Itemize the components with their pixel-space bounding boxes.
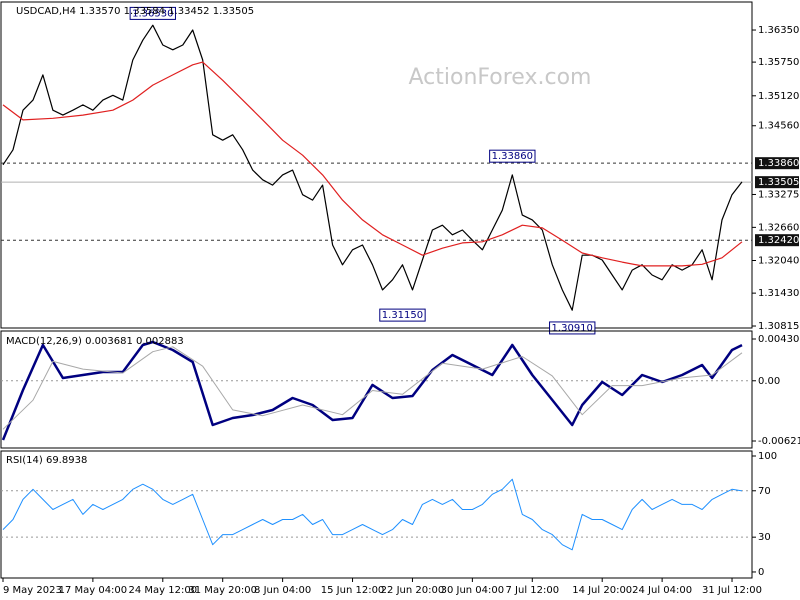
annotation-box [489, 149, 536, 163]
series-line [2, 346, 743, 430]
x-tick-label: 8 Jun 04:00 [254, 585, 311, 596]
y-tick-label: 0.004307 [758, 334, 800, 345]
x-tick-label: 17 May 04:00 [59, 585, 128, 596]
level-label: 1.32420 [758, 235, 799, 246]
x-tick-label: 30 Jun 04:00 [441, 585, 505, 596]
watermark: ActionForex.com [409, 65, 592, 90]
level-label: 1.33860 [758, 158, 799, 169]
y-tick-label: 1.36350 [758, 25, 799, 36]
annotation-label: 1.30910 [552, 323, 593, 334]
panel-frame [0, 450, 753, 579]
level-label-box [755, 234, 799, 247]
panel-title: MACD(12,26,9) 0.003681 0.002883 [6, 336, 184, 347]
y-tick-label: 70 [758, 486, 771, 497]
panel-title: RSI(14) 69.8938 [6, 455, 87, 466]
level-label-box [755, 176, 799, 189]
x-tick-label: 15 Jun 12:00 [321, 585, 385, 596]
y-tick-label: -0.00621 [758, 436, 800, 447]
level-label-box [755, 157, 799, 170]
y-tick-label: 1.32040 [758, 256, 799, 267]
annotation-label: 1.36530 [132, 8, 173, 19]
y-tick-label: 0 [758, 567, 764, 578]
y-tick-label: 1.30815 [758, 321, 799, 332]
x-tick-label: 14 Jul 20:00 [572, 585, 632, 596]
series-line [2, 478, 743, 551]
level-label: 1.33505 [758, 177, 799, 188]
series-line [2, 61, 743, 267]
annotation-box [379, 308, 426, 322]
annotation-label: 1.33860 [492, 151, 533, 162]
y-tick-label: 1.33275 [758, 189, 799, 200]
y-tick-label: 0.00 [758, 376, 780, 387]
panel-frame [0, 330, 753, 449]
annotation-label: 1.31150 [382, 310, 423, 321]
annotation-box [129, 6, 176, 20]
y-tick-label: 100 [758, 451, 777, 462]
y-tick-label: 1.31430 [758, 288, 799, 299]
y-tick-label: 30 [758, 532, 771, 543]
x-tick-label: 22 Jun 20:00 [381, 585, 445, 596]
y-tick-label: 1.34560 [758, 121, 799, 132]
x-tick-label: 9 May 2023 [3, 585, 62, 596]
y-tick-label: 1.32660 [758, 222, 799, 233]
y-tick-label: 1.35120 [758, 91, 799, 102]
x-tick-label: 31 May 20:00 [188, 585, 257, 596]
x-tick-label: 31 Jul 12:00 [702, 585, 762, 596]
y-tick-label: 1.35750 [758, 57, 799, 68]
series-line [2, 24, 743, 311]
panel-title: USDCAD,H4 1.33570 1.33584 1.33452 1.3350… [16, 6, 254, 17]
x-tick-label: 24 Jul 04:00 [632, 585, 692, 596]
x-tick-label: 24 May 12:00 [128, 585, 197, 596]
x-tick-label: 7 Jul 12:00 [505, 585, 559, 596]
panel-frame [0, 1, 753, 329]
